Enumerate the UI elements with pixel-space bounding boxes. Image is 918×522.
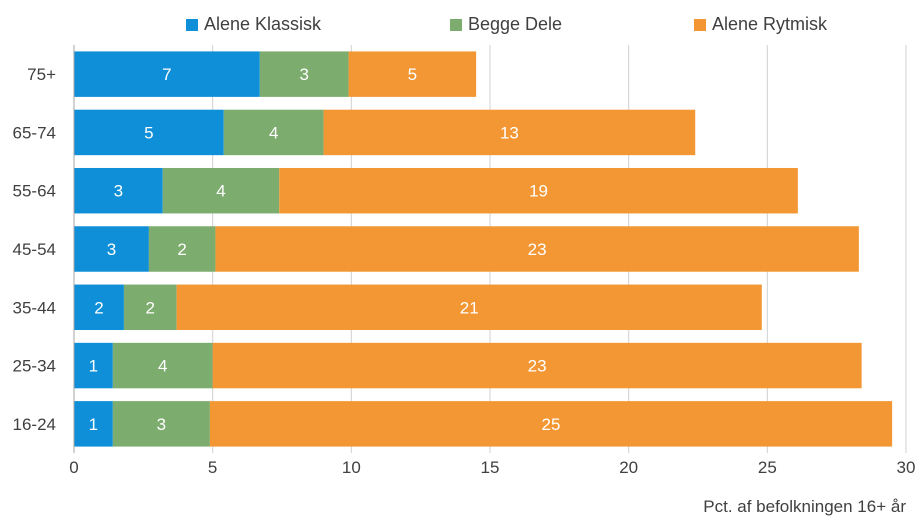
bar-value-label: 7 (162, 65, 171, 84)
bar-value-label: 1 (89, 415, 98, 434)
bar-segment (215, 226, 859, 272)
y-tick-label: 35-44 (13, 298, 56, 317)
bar-segment (74, 167, 163, 214)
x-tick-label: 15 (481, 458, 500, 477)
y-tick-label: 65-74 (13, 123, 56, 142)
bar-value-label: 19 (529, 182, 548, 201)
x-tick-label: 10 (342, 458, 361, 477)
bar-segment (176, 284, 762, 331)
bar-value-label: 23 (528, 240, 547, 259)
bar-value-label: 21 (460, 298, 479, 317)
bar-value-label: 2 (146, 298, 155, 317)
bar-value-label: 25 (542, 415, 561, 434)
bar-segment (209, 401, 893, 447)
bar-segment (348, 51, 477, 97)
legend-swatch-begge-dele (450, 18, 462, 31)
bar-segment (279, 167, 798, 214)
legend-swatch-alene-klassisk (186, 18, 198, 31)
bar-segment (112, 401, 210, 447)
bar-segment (74, 109, 224, 156)
legend-label-alene-klassisk: Alene Klassisk (204, 14, 322, 34)
x-tick-label: 25 (758, 458, 777, 477)
legend-item-begge-dele: Begge Dele (450, 14, 562, 35)
x-tick-label: 5 (208, 458, 217, 477)
bar-segment (148, 226, 216, 272)
bar-value-label: 13 (500, 123, 519, 142)
bar-segment (74, 51, 260, 97)
bar-segment (212, 342, 862, 389)
bar-value-label: 4 (158, 357, 167, 376)
bar-value-label: 3 (157, 415, 166, 434)
bar-segment (112, 342, 213, 389)
bar-segment (74, 342, 113, 389)
bar-segment (223, 109, 324, 156)
bar-value-label: 5 (408, 65, 417, 84)
bar-value-label: 4 (216, 182, 225, 201)
legend: Alene Klassisk Begge Dele Alene Rytmisk (0, 14, 918, 38)
x-tick-labels: 0 5 10 15 20 25 30 (69, 458, 915, 477)
bar-segment (162, 167, 280, 214)
x-axis-label: Pct. af befolkningen 16+ år (703, 497, 906, 516)
bar-value-label: 23 (528, 357, 547, 376)
x-tick-label: 20 (619, 458, 638, 477)
legend-swatch-alene-rytmisk (694, 18, 706, 31)
bar-value-label: 5 (144, 123, 153, 142)
x-tick-label: 0 (69, 458, 78, 477)
bar-segment (74, 226, 149, 272)
bar-value-label: 3 (107, 240, 116, 259)
y-tick-label: 55-64 (13, 182, 56, 201)
bar-segment (74, 401, 113, 447)
legend-item-alene-klassisk: Alene Klassisk (186, 14, 321, 35)
bar-segment (259, 51, 349, 97)
bar-segment (123, 284, 177, 331)
legend-label-alene-rytmisk: Alene Rytmisk (712, 14, 828, 34)
y-tick-labels: 75+ 65-74 55-64 45-54 35-44 25-34 16-24 (13, 65, 57, 434)
bar-segment (323, 109, 696, 156)
legend-item-alene-rytmisk: Alene Rytmisk (694, 14, 827, 35)
y-tick-label: 16-24 (13, 415, 56, 434)
bar-value-label: 2 (177, 240, 186, 259)
x-tick-label: 30 (897, 458, 916, 477)
y-tick-label: 25-34 (13, 357, 56, 376)
y-tick-label: 45-54 (13, 240, 56, 259)
bar-value-label: 3 (299, 65, 308, 84)
bar-value-label: 4 (269, 123, 278, 142)
legend-label-begge-dele: Begge Dele (468, 14, 563, 34)
bar-value-label: 3 (114, 182, 123, 201)
y-tick-label: 75+ (27, 65, 56, 84)
bar-value-label: 2 (94, 298, 103, 317)
bar-segment (74, 284, 124, 331)
bars: 7 3 55 4 133 4 193 2 232 2 211 4 231 3 25 (74, 51, 893, 447)
bar-value-label: 1 (89, 357, 98, 376)
